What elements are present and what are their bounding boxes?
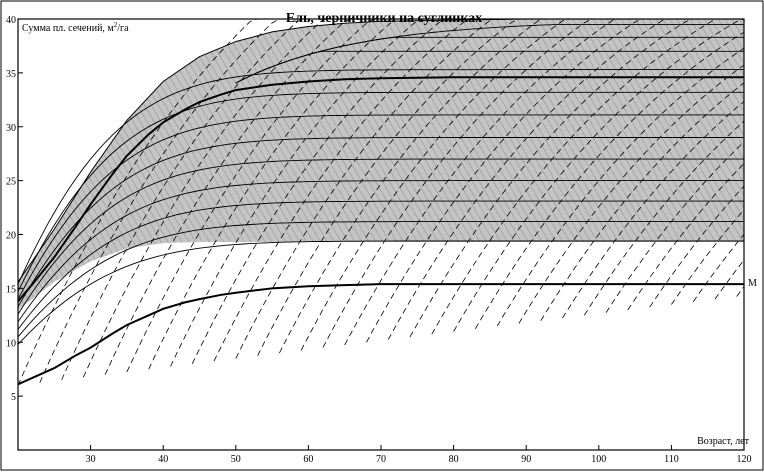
- thin-curve: [18, 91, 744, 292]
- main-series: [17, 76, 744, 386]
- dashed-curve: [148, 19, 396, 370]
- dashed-curve: [583, 120, 744, 316]
- dashed-curves: [18, 19, 744, 386]
- thin-curve: [18, 158, 744, 315]
- dashed-curve: [431, 19, 723, 335]
- dashed-curve: [61, 19, 302, 381]
- dashed-curve: [605, 141, 744, 313]
- dashed-curve: [366, 19, 643, 343]
- x-tick-label: 120: [737, 454, 752, 465]
- dashed-curve: [671, 209, 744, 305]
- y-tick-label: 5: [11, 392, 16, 403]
- x-tick-label: 110: [664, 454, 679, 465]
- thin-curve: [18, 69, 744, 285]
- y-axis-label: Сумма пл. сечений, м2/га: [22, 21, 129, 34]
- x-tick-label: 70: [376, 454, 386, 465]
- dashed-curve: [191, 19, 447, 364]
- thin-curve: [18, 240, 744, 345]
- thin-curve: [18, 114, 744, 300]
- dashed-curve: [736, 286, 744, 297]
- dashed-curve: [39, 19, 280, 383]
- dashed-curve: [692, 234, 744, 303]
- dashed-curve: [170, 19, 425, 367]
- dashed-curve: [18, 19, 258, 386]
- x-tick-label: 30: [86, 454, 96, 465]
- thin-curve: [18, 221, 744, 338]
- dashed-curve: [387, 19, 672, 340]
- thin-curve: [18, 137, 744, 307]
- dashed-curve: [126, 19, 374, 373]
- dashed-curve: [475, 31, 744, 330]
- dashed-curve: [344, 19, 621, 346]
- thin-curve: [18, 180, 744, 323]
- dashed-curve: [82, 19, 331, 378]
- x-axis-label: Возраст, лет: [697, 436, 750, 447]
- dashed-curve: [649, 185, 744, 308]
- y-tick-label: 25: [6, 177, 16, 188]
- dashed-curve: [714, 259, 744, 300]
- y-tick-label: 40: [6, 15, 16, 26]
- tick-labels: 30 40 50 60 70 80 90 100 110 120 5 10 15 20 25 30 35 40: [6, 15, 752, 465]
- x-tick-label: 90: [521, 454, 531, 465]
- x-tick-label: 100: [591, 454, 606, 465]
- y-tick-label: 10: [6, 338, 16, 349]
- y-tick-label: 30: [6, 123, 16, 134]
- thin-curves: [18, 23, 744, 345]
- y-tick-label: 35: [6, 69, 16, 80]
- dashed-curve: [257, 19, 520, 356]
- dashed-curve: [518, 64, 744, 324]
- x-tick-label: 60: [303, 454, 313, 465]
- y-tick-label: 15: [6, 284, 16, 295]
- dashed-curve: [213, 19, 469, 362]
- dashed-curve: [235, 19, 498, 359]
- dashed-curve: [627, 163, 744, 311]
- dashed-curve: [540, 82, 744, 321]
- x-tick-label: 80: [449, 454, 459, 465]
- x-tick-label: 50: [231, 454, 241, 465]
- dashed-curve: [562, 101, 744, 319]
- thin-curve: [235, 23, 744, 84]
- chart-title: Ель, черничники на суглинках: [286, 11, 482, 26]
- y-tick-label: 20: [6, 231, 16, 242]
- x-tick-label: 40: [158, 454, 168, 465]
- series-line-upper-bold: [17, 76, 744, 302]
- dashed-curve: [409, 19, 694, 338]
- band-area: [18, 19, 744, 310]
- series-label-m: М: [748, 278, 757, 289]
- dashed-curve: [300, 19, 570, 351]
- thin-curve: [18, 200, 744, 330]
- dashed-curve: [453, 19, 744, 332]
- series-line-minimum: [17, 283, 744, 386]
- dashed-curve: [279, 19, 541, 354]
